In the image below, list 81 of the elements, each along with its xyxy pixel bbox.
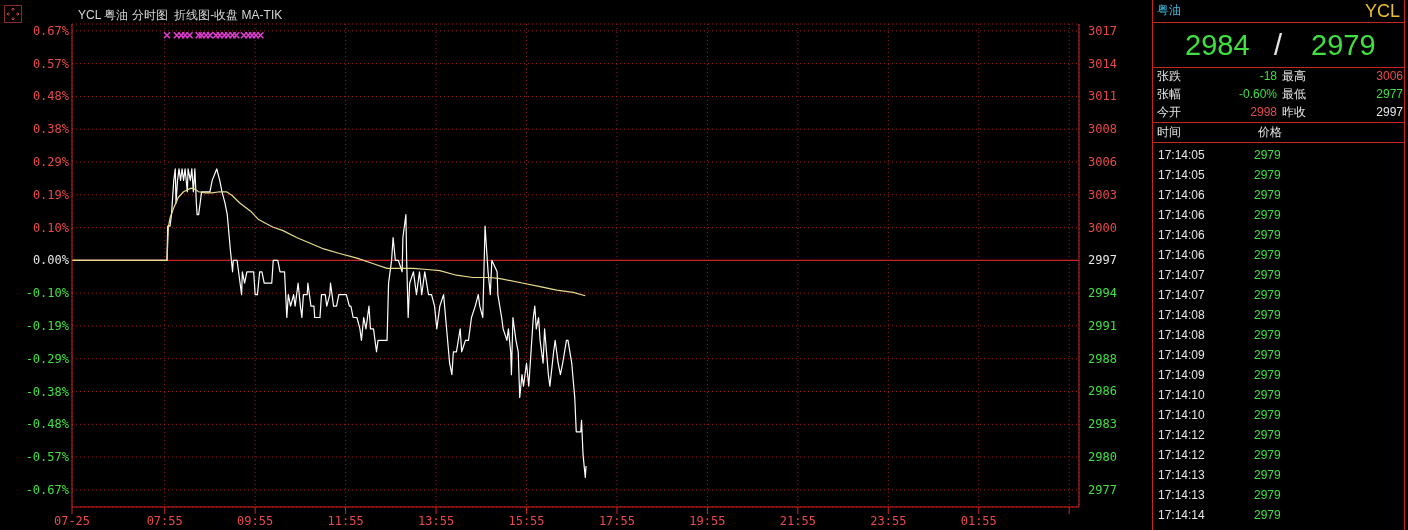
y-tick-label: -0.10% bbox=[25, 286, 70, 301]
y2-tick-label: 2986 bbox=[1088, 384, 1117, 399]
x-tick-label: 11:55 bbox=[327, 514, 364, 528]
text: 价格 bbox=[1258, 125, 1282, 139]
y-tick-label: 0.10% bbox=[32, 220, 70, 235]
x-tick-label: 07-25 bbox=[53, 514, 91, 528]
text: 2998 bbox=[1250, 105, 1277, 119]
text: 17:14:12 2979 bbox=[1158, 448, 1281, 462]
text: 17:14:05 bbox=[1158, 148, 1205, 162]
text: 17:14:06 2979 bbox=[1158, 208, 1281, 222]
y-tick-label: -0.57% bbox=[25, 450, 70, 465]
y2-tick-label: 2980 bbox=[1088, 450, 1117, 465]
y-tick-label: 0.00% bbox=[32, 253, 70, 268]
y2-tick-label: 3011 bbox=[1088, 89, 1117, 104]
y2-tick-label: 2988 bbox=[1088, 351, 1117, 366]
text: 最高 bbox=[1282, 69, 1306, 83]
y-tick-label: 0.67% bbox=[32, 23, 70, 38]
y-tick-label: -0.38% bbox=[25, 384, 70, 399]
x-tick-label: 21:55 bbox=[779, 514, 816, 528]
y2-tick-label: 2991 bbox=[1088, 318, 1117, 333]
y2-tick-label: 2983 bbox=[1088, 417, 1117, 432]
text: 2979 bbox=[1311, 29, 1376, 61]
y-tick-label: -0.29% bbox=[25, 351, 70, 366]
text: 张跌 bbox=[1157, 69, 1181, 83]
x-tick-label: 09:55 bbox=[237, 514, 274, 528]
y-tick-label: 0.48% bbox=[32, 89, 70, 104]
text: -0.60% bbox=[1238, 87, 1277, 101]
text: 17:14:12 2979 bbox=[1158, 428, 1281, 442]
text: 时间 bbox=[1157, 125, 1181, 139]
x-tick-label: 23:55 bbox=[870, 514, 907, 528]
y-tick-label: 0.19% bbox=[32, 187, 70, 202]
text: 张幅 bbox=[1157, 87, 1181, 101]
y-tick-label: 0.38% bbox=[32, 122, 70, 137]
text: 2979 bbox=[1254, 148, 1281, 162]
y-tick-label: 0.29% bbox=[32, 155, 70, 170]
text: 17:14:06 2979 bbox=[1158, 248, 1281, 262]
text: 17:14:14 2979 bbox=[1158, 508, 1281, 522]
text: 17:14:05 2979 bbox=[1158, 168, 1281, 182]
text: 2984 bbox=[1185, 29, 1250, 61]
text: 17:14:13 2979 bbox=[1158, 488, 1281, 502]
text: 昨收 bbox=[1282, 105, 1306, 119]
y2-tick-label: 3000 bbox=[1088, 220, 1117, 235]
y2-tick-label: 3014 bbox=[1088, 56, 1117, 71]
y2-tick-label: 2997 bbox=[1088, 253, 1117, 268]
text: 最低 bbox=[1282, 87, 1306, 101]
y-tick-label: -0.67% bbox=[25, 482, 70, 497]
text: 粤油 bbox=[1157, 3, 1181, 17]
y2-tick-label: 3006 bbox=[1088, 154, 1117, 169]
chart-title: YCL 粤油 分时图 折线图-收盘 MA-TIK bbox=[78, 8, 283, 22]
text: 17:14:10 2979 bbox=[1158, 408, 1281, 422]
text: 17:14:06 2979 bbox=[1158, 188, 1281, 202]
text: 17:14:08 2979 bbox=[1158, 328, 1281, 342]
text: 17:14:07 2979 bbox=[1158, 288, 1281, 302]
x-tick-label: 13:55 bbox=[418, 514, 455, 528]
text: 17:14:07 2979 bbox=[1158, 268, 1281, 282]
x-tick-label: 15:55 bbox=[508, 514, 545, 528]
y2-tick-label: 3003 bbox=[1088, 187, 1117, 202]
x-tick-label: 19:55 bbox=[689, 514, 726, 528]
x-tick-label: 01:55 bbox=[960, 514, 997, 528]
text: 2997 bbox=[1376, 105, 1403, 119]
text: 17:14:13 2979 bbox=[1158, 468, 1281, 482]
text: 17:14:09 2979 bbox=[1158, 348, 1281, 362]
y2-tick-label: 3008 bbox=[1088, 122, 1117, 137]
y2-tick-label: 3017 bbox=[1088, 23, 1117, 38]
text: 3006 bbox=[1376, 69, 1403, 83]
text: / bbox=[1274, 29, 1283, 61]
text: 17:14:06 2979 bbox=[1158, 228, 1281, 242]
x-tick-label: 17:55 bbox=[598, 514, 636, 528]
y-tick-label: -0.19% bbox=[25, 318, 70, 333]
y-tick-label: -0.48% bbox=[25, 417, 70, 432]
text: 今开 bbox=[1157, 105, 1181, 119]
text: 2977 bbox=[1376, 87, 1403, 101]
text: 17:14:09 2979 bbox=[1158, 368, 1281, 382]
text: 17:14:08 2979 bbox=[1158, 308, 1281, 322]
text: 17:14:10 2979 bbox=[1158, 388, 1281, 402]
text: -18 bbox=[1259, 69, 1277, 83]
y2-tick-label: 2994 bbox=[1088, 286, 1117, 301]
text: YCL bbox=[1364, 1, 1400, 21]
y2-tick-label: 2977 bbox=[1088, 482, 1117, 497]
x-tick-label: 07:55 bbox=[146, 514, 183, 528]
y-tick-label: 0.57% bbox=[32, 56, 70, 71]
